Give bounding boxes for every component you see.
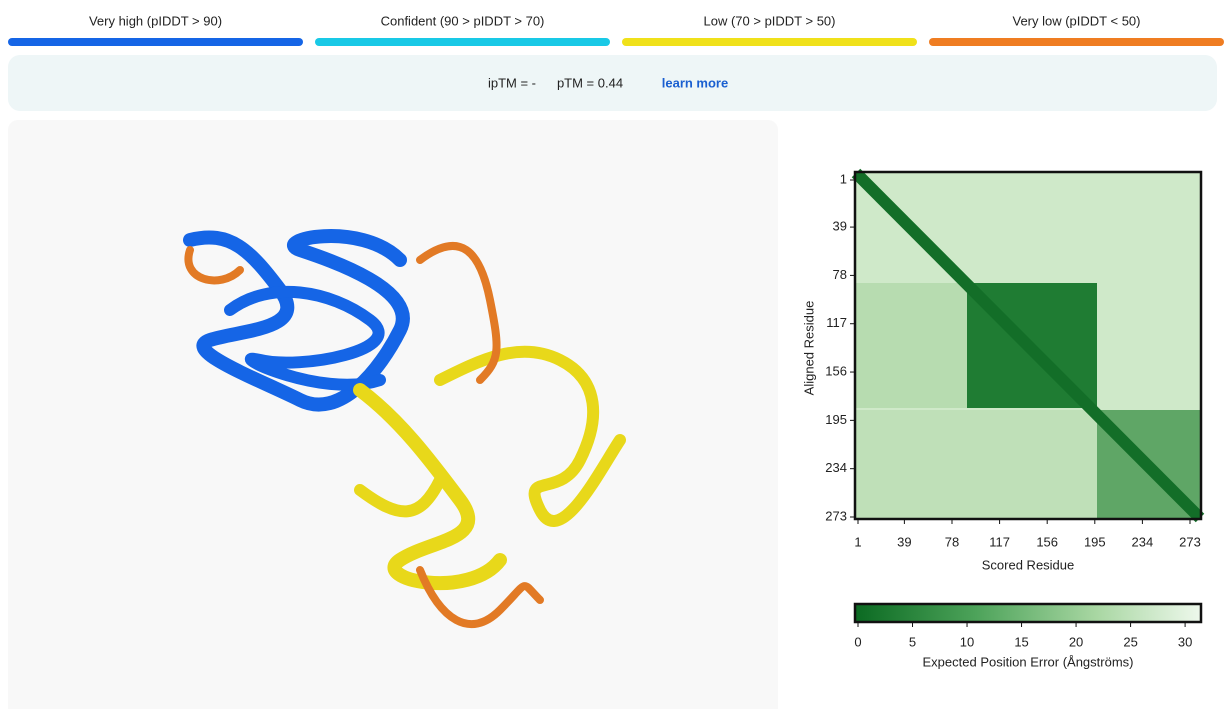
colorbar-tick-label: 15 — [1014, 634, 1028, 649]
colorbar — [855, 604, 1201, 622]
colorbar-tick-label: 0 — [854, 634, 861, 649]
legend-bar — [315, 38, 610, 46]
x-tick-label: 234 — [1132, 534, 1154, 549]
x-tick-label: 273 — [1179, 534, 1201, 549]
colorbar-tick-label: 30 — [1178, 634, 1192, 649]
x-tick-label: 1 — [854, 534, 861, 549]
colorbar-tick-label: 25 — [1123, 634, 1137, 649]
legend-bar — [929, 38, 1224, 46]
y-tick-label: 234 — [825, 460, 847, 475]
y-tick-label: 117 — [826, 315, 847, 330]
screen: ipTM = - pTM = 0.44 learn more Very high… — [0, 0, 1225, 709]
y-tick-label: 39 — [833, 219, 847, 234]
page: ipTM = - pTM = 0.44 learn more Very high… — [0, 0, 1225, 709]
iptm: ipTM = - — [488, 75, 536, 90]
x-tick-label: 117 — [989, 534, 1010, 549]
colorbar-label: Expected Position Error (Ångströms) — [923, 654, 1134, 669]
y-tick-label: 78 — [833, 267, 847, 282]
x-tick-label: 39 — [897, 534, 911, 549]
colorbar-tick-label: 10 — [960, 634, 974, 649]
x-tick-label: 156 — [1036, 534, 1058, 549]
y-tick-label: 156 — [825, 363, 847, 378]
legend-label: Low (70 > pIDDT > 50) — [704, 13, 836, 28]
x-axis-label: Scored Residue — [982, 557, 1075, 572]
colorbar-tick-label: 5 — [909, 634, 916, 649]
legend-label: Very low (pIDDT < 50) — [1012, 13, 1140, 28]
legend-bar — [8, 38, 303, 46]
y-tick-label: 195 — [825, 412, 847, 427]
legend-label: Very high (pIDDT > 90) — [89, 13, 222, 28]
y-tick-label: 1 — [840, 171, 847, 186]
legend-bar — [622, 38, 917, 46]
y-tick-label: 273 — [825, 508, 847, 523]
x-tick-label: 195 — [1084, 534, 1106, 549]
colorbar-tick-label: 20 — [1069, 634, 1083, 649]
pae-heatmap — [855, 172, 1201, 519]
learn-more-link[interactable]: learn more — [662, 75, 728, 90]
ptm: pTM = 0.44 — [557, 75, 623, 90]
x-tick-label: 78 — [945, 534, 959, 549]
legend-label: Confident (90 > pIDDT > 70) — [381, 13, 545, 28]
y-axis-label: Aligned Residue — [801, 301, 816, 396]
